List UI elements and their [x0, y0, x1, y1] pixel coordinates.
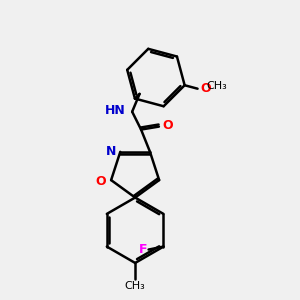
Text: CH₃: CH₃: [125, 281, 146, 291]
Text: O: O: [200, 82, 211, 95]
Text: O: O: [95, 175, 106, 188]
Text: HN: HN: [105, 104, 126, 117]
Text: O: O: [162, 118, 172, 132]
Text: N: N: [106, 145, 116, 158]
Text: F: F: [139, 243, 147, 256]
Text: CH₃: CH₃: [206, 81, 226, 91]
